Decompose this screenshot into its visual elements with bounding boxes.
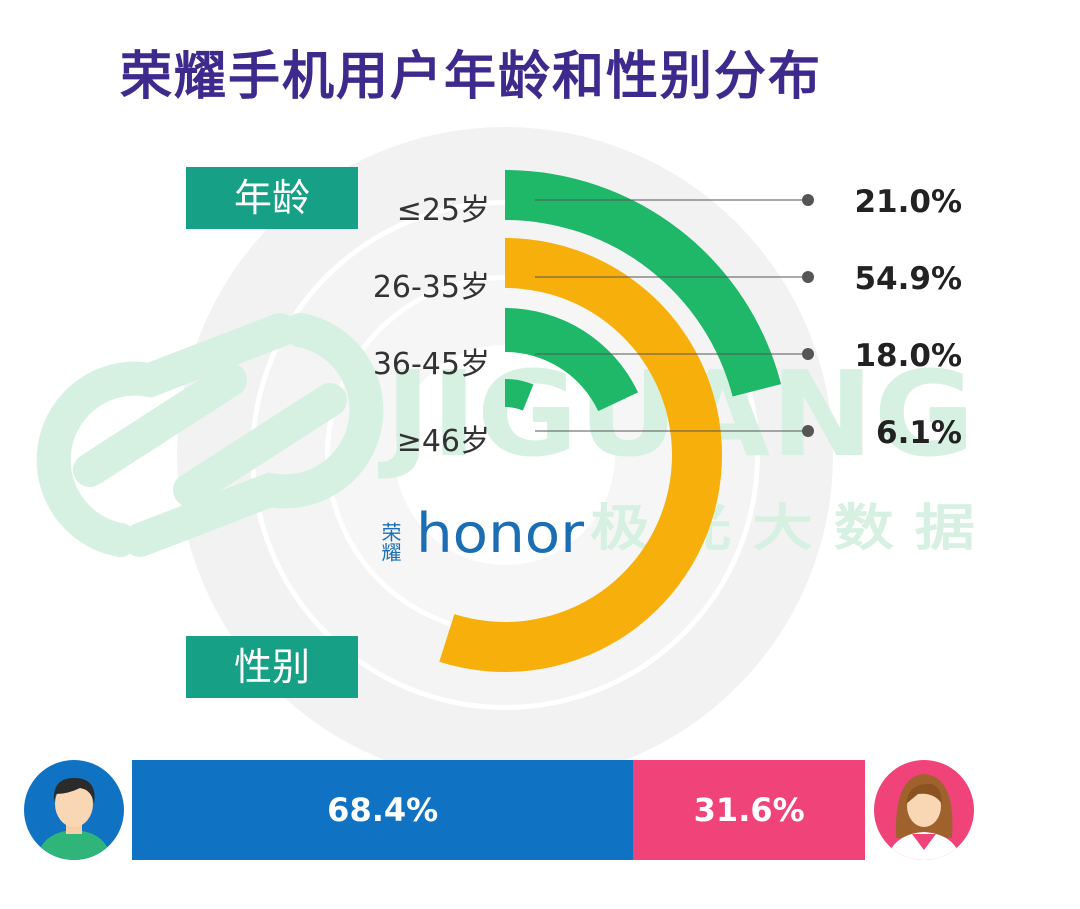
age-ring-3 — [505, 379, 534, 411]
leader-dot-2 — [802, 348, 814, 360]
male-avatar-icon — [24, 760, 124, 860]
page-title: 荣耀手机用户年龄和性别分布 — [120, 47, 823, 107]
gender-section-label: 性别 — [186, 636, 358, 698]
female-avatar-icon — [874, 760, 974, 860]
age-category-label: ≤25岁 — [396, 193, 490, 228]
age-percentage-label: 18.0% — [854, 338, 962, 374]
male-share-bar: 68.4% — [132, 760, 634, 860]
age-category-label: 26-35岁 — [372, 270, 490, 305]
age-ring-2 — [505, 308, 639, 412]
age-ring-1 — [439, 238, 723, 673]
brand-logo: honor — [416, 502, 585, 565]
age-percentage-label: 6.1% — [876, 415, 962, 451]
watermark-logo-icon — [36, 313, 384, 557]
female-share-bar: 31.6% — [633, 760, 865, 860]
leader-dot-3 — [802, 425, 814, 437]
age-category-label: ≥46岁 — [396, 424, 490, 459]
leader-dot-0 — [802, 194, 814, 206]
age-leader-lines — [535, 194, 814, 437]
brand-cn: 荣耀 — [378, 522, 402, 562]
age-percentage-label: 54.9% — [854, 261, 962, 297]
age-ring-0 — [505, 170, 782, 397]
age-category-label: 36-45岁 — [372, 347, 490, 382]
age-radial-chart — [439, 170, 782, 673]
leader-dot-1 — [802, 271, 814, 283]
age-section-label: 年龄 — [186, 167, 358, 229]
age-percentage-label: 21.0% — [854, 184, 962, 220]
